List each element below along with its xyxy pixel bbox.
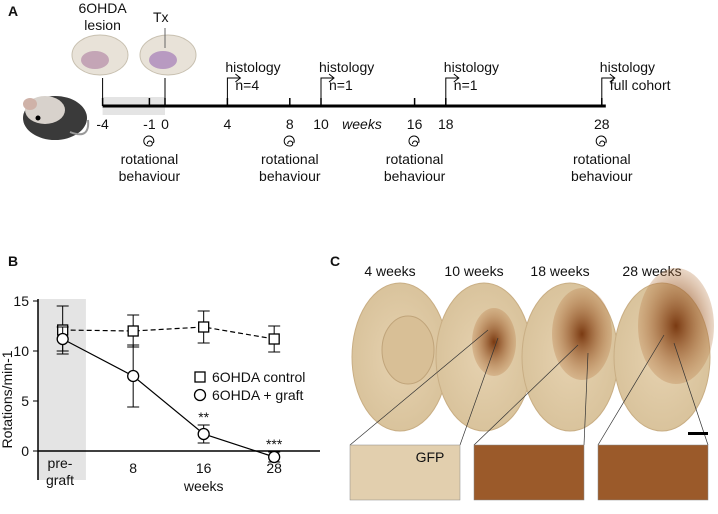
event-label: 6OHDA lesion	[78, 0, 127, 33]
brain-image	[71, 28, 197, 76]
histology-arrow	[226, 73, 242, 106]
tick-label: 16	[407, 116, 423, 132]
legend-label: 6OHDA control	[212, 369, 305, 385]
behaviour-label: rotational behaviour	[383, 151, 446, 184]
histology-label: histology	[319, 59, 374, 75]
behaviour-label-box: rotational behaviour	[571, 151, 633, 184]
behaviour-label: rotational behaviour	[118, 151, 181, 184]
histology-arrow	[445, 73, 460, 106]
tick-label: 8	[286, 116, 294, 132]
stain-label: GFP	[416, 449, 445, 465]
histology-arrow	[320, 73, 335, 106]
section-title: 4 weeks	[364, 263, 415, 279]
series-line	[62, 326, 275, 340]
inset-image	[473, 444, 585, 501]
behaviour-label: rotational behaviour	[571, 151, 633, 184]
graft	[638, 268, 714, 384]
x-tick-label-box: pre-graft	[45, 455, 74, 488]
marker	[197, 427, 210, 441]
tick-label: 10	[313, 116, 329, 132]
y-tick-label: 10	[13, 343, 29, 359]
x-tick-label: 28	[266, 460, 282, 476]
zoom-line	[597, 334, 665, 446]
histology-note: n=1	[454, 77, 478, 93]
legend-label: 6OHDA + graft	[212, 387, 304, 403]
tick-label: 4	[224, 116, 232, 132]
series-line	[62, 338, 275, 458]
panel-letter: C	[330, 253, 340, 269]
graft	[552, 288, 612, 380]
marker	[268, 333, 280, 345]
legend-marker	[194, 371, 206, 383]
behaviour-label-box: rotational behaviour	[383, 151, 446, 184]
marker	[56, 332, 69, 346]
zoom-line	[583, 352, 589, 446]
histology-arrow	[601, 73, 616, 106]
unit-label: weeks	[342, 116, 382, 132]
zoom-line	[459, 337, 499, 446]
panel-letter: A	[8, 3, 18, 19]
chart: 0 5 10 15 Rotations/min-1 pre-graft 8 16 28 weeks…	[0, 293, 320, 494]
tick-label: -4	[96, 116, 109, 132]
timeline: -4 -1 0 4 8 10 16 18 28 weeks 6OHDA lesion Tx histol…	[78, 0, 671, 184]
rat-image	[23, 96, 90, 140]
marker	[268, 450, 281, 464]
histology-note: n=4	[235, 77, 259, 93]
histology-note: full cohort	[610, 77, 671, 93]
x-tick-label: pre-graft	[45, 455, 74, 488]
section-title: 10 weeks	[444, 263, 503, 279]
y-tick-label: 0	[21, 443, 29, 459]
x-axis-label: weeks	[183, 478, 224, 494]
y-tick-label: 15	[13, 293, 29, 309]
zoom-line	[349, 329, 489, 446]
x-tick-label: 8	[129, 460, 137, 476]
zoom-line	[673, 342, 709, 446]
histology-label: histology	[600, 59, 655, 75]
inset-image	[349, 444, 461, 501]
legend-marker	[193, 388, 207, 402]
significance-label: **	[198, 409, 209, 425]
histology-label: histology	[444, 59, 499, 75]
behaviour-label-box: rotational behaviour	[118, 151, 181, 184]
event-label-box: 6OHDA lesion	[78, 0, 127, 33]
tick-label: 0	[161, 116, 169, 132]
x-tick-label: 16	[196, 460, 212, 476]
graft	[472, 308, 516, 376]
tick-label: -1	[143, 116, 156, 132]
histology-label: histology	[225, 59, 280, 75]
rotation-icon	[143, 135, 155, 147]
striatum	[381, 315, 435, 385]
scale-bar	[688, 432, 708, 435]
section-title: 18 weeks	[530, 263, 589, 279]
marker	[127, 369, 140, 383]
y-axis-label: Rotations/min-1	[0, 350, 15, 448]
marker	[127, 325, 139, 337]
tick-label: 28	[594, 116, 610, 132]
histology-note: n=1	[329, 77, 353, 93]
significance-label: ***	[266, 436, 283, 452]
behaviour-label-box: rotational behaviour	[259, 151, 321, 184]
zoom-line	[473, 344, 579, 446]
panel-letter: B	[8, 253, 18, 269]
rotation-icon	[595, 135, 607, 147]
marker	[198, 321, 210, 333]
y-tick-label: 5	[21, 393, 29, 409]
rotation-icon	[408, 135, 420, 147]
behaviour-label: rotational behaviour	[259, 151, 321, 184]
tick-label: 18	[438, 116, 454, 132]
event-label: Tx	[153, 9, 169, 25]
rotation-icon	[283, 135, 295, 147]
inset-image	[597, 444, 709, 501]
